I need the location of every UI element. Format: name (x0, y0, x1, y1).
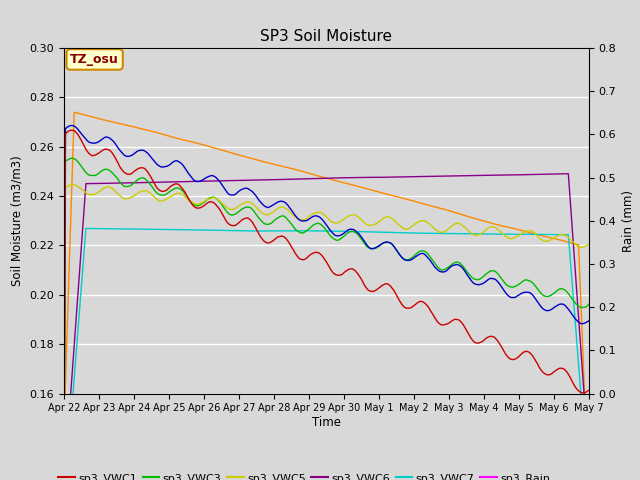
Text: TZ_osu: TZ_osu (70, 53, 119, 66)
Title: SP3 Soil Moisture: SP3 Soil Moisture (260, 29, 392, 44)
Y-axis label: Soil Moisture (m3/m3): Soil Moisture (m3/m3) (11, 156, 24, 286)
Y-axis label: Rain (mm): Rain (mm) (622, 190, 635, 252)
Legend: sp3_VWC1, sp3_VWC2, sp3_VWC3, sp3_VWC4, sp3_VWC5, sp3_VWC6, sp3_VWC7, sp3_Rain: sp3_VWC1, sp3_VWC2, sp3_VWC3, sp3_VWC4, … (54, 468, 555, 480)
X-axis label: Time: Time (312, 416, 341, 429)
